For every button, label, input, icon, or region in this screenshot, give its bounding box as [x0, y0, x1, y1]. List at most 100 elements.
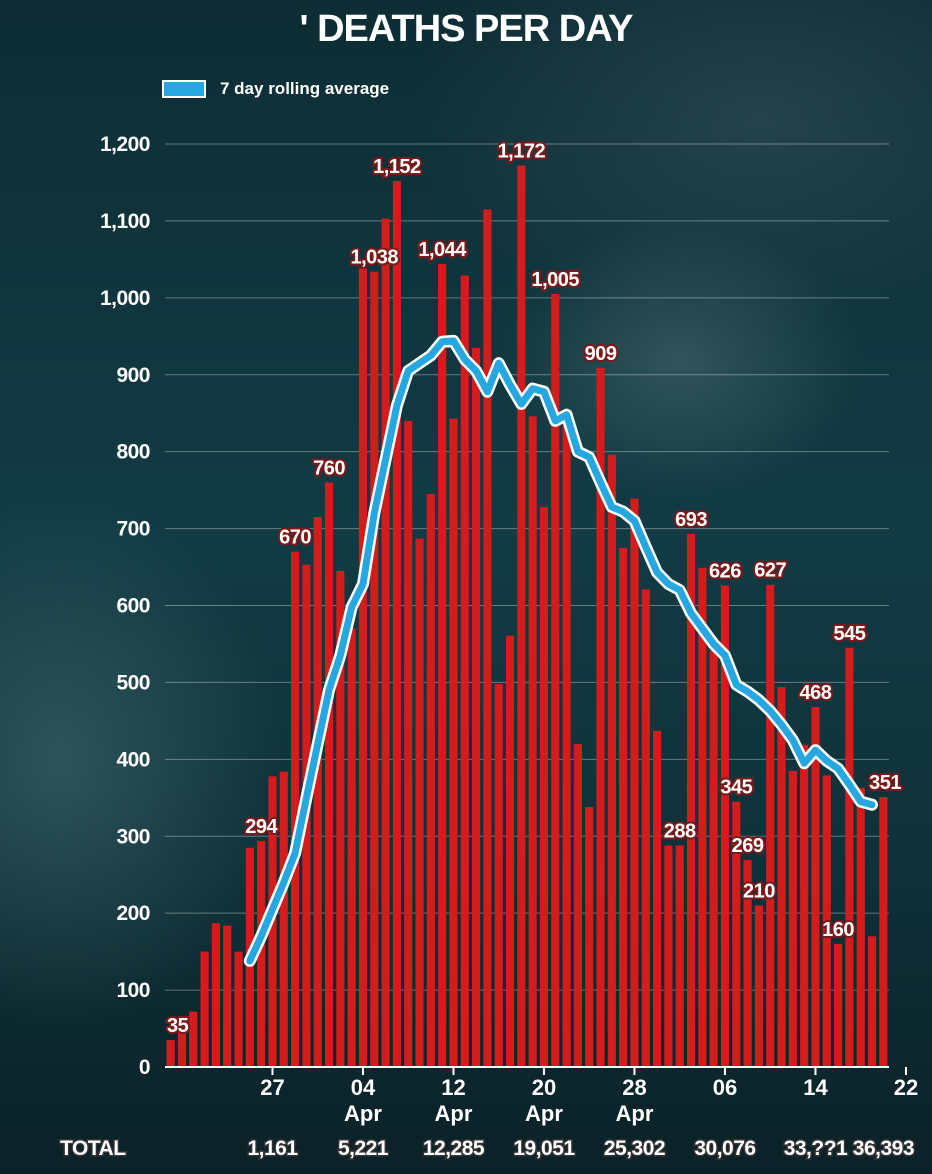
data-label: 351: [869, 772, 901, 794]
bar: [777, 687, 786, 1067]
bar: [449, 418, 458, 1067]
chart-title: ' DEATHS PER DAY: [299, 8, 634, 50]
x-tick-label: 04: [351, 1075, 376, 1100]
bar: [279, 771, 288, 1067]
total-value: 33,??1: [784, 1137, 848, 1160]
data-label: 345: [720, 777, 752, 799]
bar: [438, 263, 447, 1067]
data-label: 468: [800, 682, 832, 704]
data-label: 670: [279, 527, 311, 549]
bar: [189, 1011, 198, 1067]
y-tick-label: 600: [116, 595, 150, 618]
x-tick-label: 28: [622, 1075, 646, 1100]
bar: [392, 180, 401, 1068]
total-value: 12,285: [423, 1137, 485, 1160]
y-tick-label: 0: [139, 1056, 150, 1079]
bar: [562, 419, 571, 1067]
bar: [630, 498, 639, 1068]
data-label: 626: [709, 561, 741, 583]
x-tick-month: Apr: [616, 1101, 654, 1126]
bar: [472, 347, 481, 1067]
bar: [166, 1040, 175, 1067]
bar: [845, 647, 854, 1067]
y-tick-label: 1,000: [100, 287, 150, 310]
data-label: 288: [664, 820, 696, 842]
x-tick-month: Apr: [525, 1101, 563, 1126]
bar: [505, 635, 515, 1067]
data-label: 210: [743, 880, 775, 902]
bar: [743, 860, 752, 1067]
bar: [415, 538, 424, 1067]
x-tick-label: 22: [894, 1075, 918, 1100]
bar: [257, 840, 266, 1067]
bar: [856, 787, 865, 1067]
y-tick-label: 300: [116, 825, 150, 848]
bar: [686, 533, 696, 1067]
bar: [720, 585, 730, 1067]
data-label: 1,172: [498, 141, 546, 163]
total-value: 36,393: [853, 1137, 914, 1160]
legend-swatch-rolling-average: [162, 80, 206, 98]
rolling-average-line: [246, 337, 876, 965]
bar: [404, 420, 413, 1067]
data-label: 1,005: [532, 269, 580, 291]
bar: [732, 801, 741, 1067]
bar: [200, 951, 209, 1067]
bar: [641, 589, 650, 1067]
bar: [324, 482, 334, 1067]
bar: [822, 775, 831, 1067]
y-tick-label: 200: [116, 902, 150, 925]
bar: [811, 707, 820, 1067]
bar: [223, 925, 232, 1067]
bar: [596, 367, 605, 1067]
data-label: 760: [313, 457, 345, 479]
data-label: 269: [732, 835, 764, 857]
bar: [426, 493, 435, 1067]
data-label: 909: [585, 343, 617, 365]
bar: [211, 923, 220, 1067]
bar: [585, 807, 594, 1067]
bar: [709, 650, 718, 1067]
bar: [313, 517, 322, 1067]
bar: [800, 744, 809, 1067]
x-tick-label: 14: [803, 1075, 828, 1100]
total-value: 19,051: [513, 1137, 575, 1160]
y-tick-label: 500: [116, 671, 150, 694]
x-tick-label: 06: [713, 1075, 737, 1100]
x-tick-month: Apr: [344, 1101, 382, 1126]
bar: [619, 547, 628, 1067]
bar: [539, 507, 549, 1068]
y-tick-label: 1,200: [100, 133, 150, 156]
data-label: 294: [245, 816, 278, 838]
bar: [664, 845, 673, 1067]
bar: [234, 951, 243, 1067]
data-label: 1,044: [418, 239, 467, 261]
data-label: 627: [754, 560, 786, 582]
total-value: 30,076: [694, 1137, 755, 1160]
x-tick-label: 12: [441, 1075, 465, 1100]
bar: [494, 683, 503, 1067]
total-value: 25,302: [604, 1137, 665, 1160]
bar: [834, 943, 843, 1067]
y-tick-label: 700: [116, 518, 150, 541]
bar: [336, 570, 345, 1067]
y-tick-label: 400: [116, 748, 150, 771]
bar: [358, 268, 368, 1068]
x-tick-month: Apr: [435, 1101, 473, 1126]
data-label: 545: [833, 623, 865, 645]
bar: [291, 551, 300, 1067]
y-tick-label: 800: [116, 441, 150, 464]
bar: [788, 770, 797, 1067]
data-label: 35: [167, 1015, 189, 1037]
totals-label: TOTAL: [60, 1137, 126, 1160]
bar: [867, 936, 877, 1067]
bar: [573, 743, 582, 1067]
bar: [381, 218, 390, 1068]
x-tick-label: 27: [260, 1075, 284, 1100]
data-label: 693: [675, 509, 707, 531]
bar: [879, 797, 888, 1067]
y-tick-label: 1,100: [100, 210, 150, 233]
bar: [528, 416, 537, 1067]
bar: [754, 905, 763, 1067]
